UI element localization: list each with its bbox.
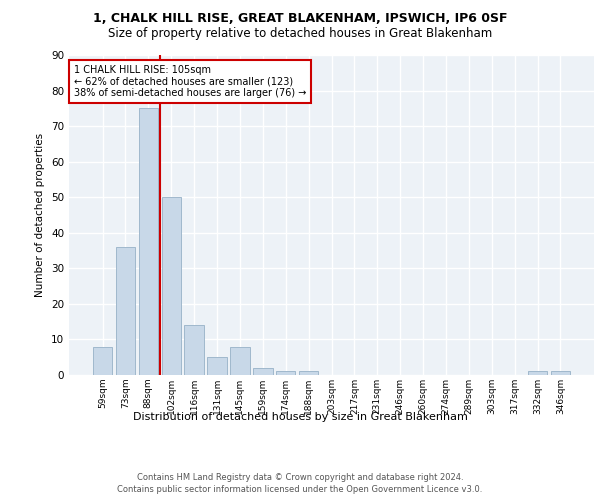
Bar	[161, 197, 181, 375]
Bar	[208, 357, 227, 375]
Bar	[184, 325, 204, 375]
Text: Contains HM Land Registry data © Crown copyright and database right 2024.
Contai: Contains HM Land Registry data © Crown c…	[118, 472, 482, 494]
Bar	[139, 108, 158, 375]
Y-axis label: Number of detached properties: Number of detached properties	[35, 133, 46, 297]
Bar	[276, 372, 295, 375]
Text: 1, CHALK HILL RISE, GREAT BLAKENHAM, IPSWICH, IP6 0SF: 1, CHALK HILL RISE, GREAT BLAKENHAM, IPS…	[93, 12, 507, 26]
Bar	[93, 346, 112, 375]
Text: Distribution of detached houses by size in Great Blakenham: Distribution of detached houses by size …	[133, 412, 467, 422]
Bar	[299, 372, 319, 375]
Text: Size of property relative to detached houses in Great Blakenham: Size of property relative to detached ho…	[108, 28, 492, 40]
Bar	[528, 372, 547, 375]
Bar	[253, 368, 272, 375]
Bar	[551, 372, 570, 375]
Text: 1 CHALK HILL RISE: 105sqm
← 62% of detached houses are smaller (123)
38% of semi: 1 CHALK HILL RISE: 105sqm ← 62% of detac…	[74, 64, 307, 98]
Bar	[116, 247, 135, 375]
Bar	[230, 346, 250, 375]
